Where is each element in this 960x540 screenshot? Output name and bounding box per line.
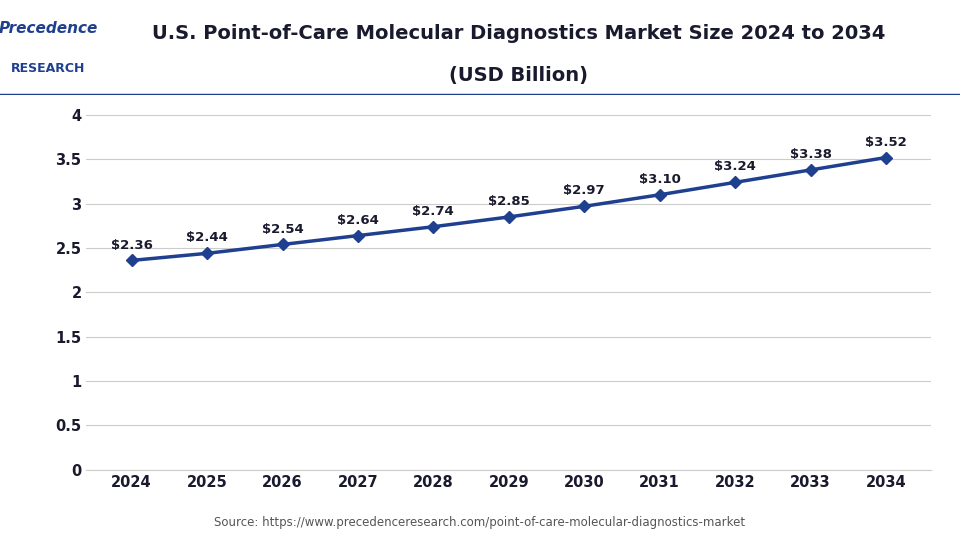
Text: $2.44: $2.44 [186,232,228,245]
Text: (USD Billion): (USD Billion) [449,66,588,85]
Text: Source: https://www.precedenceresearch.com/point-of-care-molecular-diagnostics-m: Source: https://www.precedenceresearch.c… [214,516,746,529]
Text: $2.54: $2.54 [262,222,303,235]
Text: $3.24: $3.24 [714,160,756,173]
Text: $3.52: $3.52 [865,136,907,148]
Text: $2.36: $2.36 [110,239,153,252]
Text: $3.10: $3.10 [638,173,681,186]
Text: $3.38: $3.38 [789,148,831,161]
Text: $2.97: $2.97 [564,185,605,198]
Text: $2.85: $2.85 [488,195,530,208]
Text: $2.64: $2.64 [337,214,379,227]
Text: Precedence: Precedence [0,21,98,36]
Text: U.S. Point-of-Care Molecular Diagnostics Market Size 2024 to 2034: U.S. Point-of-Care Molecular Diagnostics… [152,24,885,43]
Text: $2.74: $2.74 [413,205,454,218]
Text: RESEARCH: RESEARCH [11,62,85,75]
